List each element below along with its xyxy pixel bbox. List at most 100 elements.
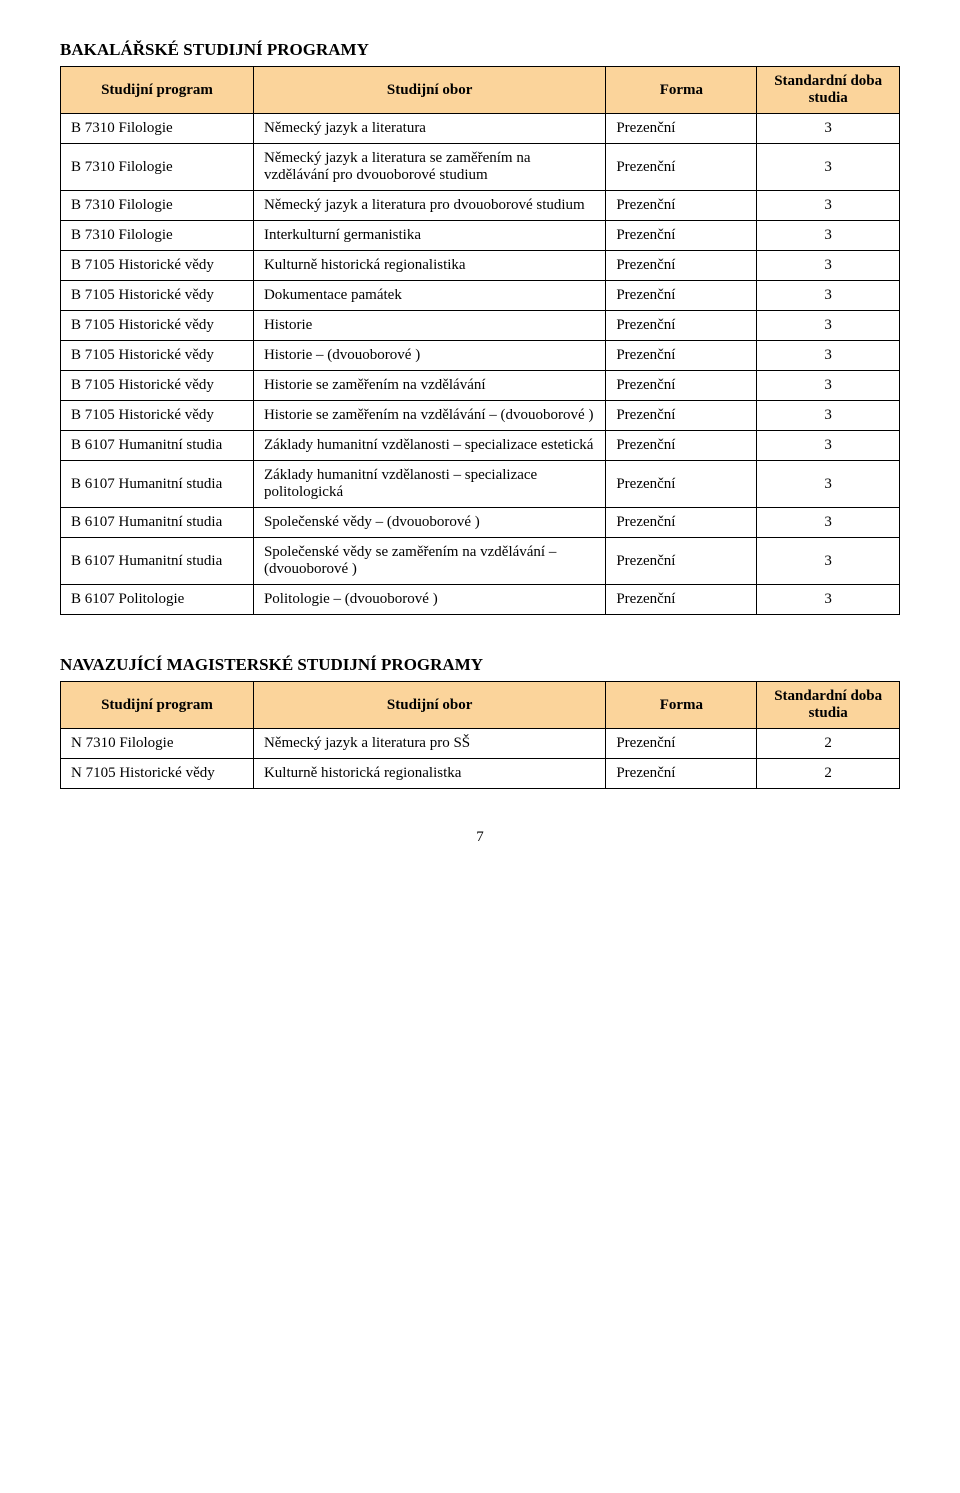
col-header-obor: Studijní obor — [253, 67, 605, 114]
table-row: B 7310 FilologieInterkulturní germanisti… — [61, 221, 900, 251]
cell-forma: Prezenční — [606, 431, 757, 461]
page-number: 7 — [60, 829, 900, 846]
cell-doba: 2 — [757, 759, 900, 789]
cell-program: B 7105 Historické vědy — [61, 371, 254, 401]
table-row: B 7310 FilologieNěmecký jazyk a literatu… — [61, 144, 900, 191]
cell-obor: Historie – (dvouoborové ) — [253, 341, 605, 371]
col-header-doba: Standardní doba studia — [757, 682, 900, 729]
cell-obor: Politologie – (dvouoborové ) — [253, 585, 605, 615]
col-header-forma: Forma — [606, 67, 757, 114]
table-row: B 7310 FilologieNěmecký jazyk a literatu… — [61, 114, 900, 144]
table-row: N 7105 Historické vědyKulturně historick… — [61, 759, 900, 789]
cell-obor: Kulturně historická regionalistika — [253, 251, 605, 281]
cell-program: B 7105 Historické vědy — [61, 281, 254, 311]
cell-doba: 3 — [757, 311, 900, 341]
cell-obor: Historie — [253, 311, 605, 341]
section2-title: NAVAZUJÍCÍ MAGISTERSKÉ STUDIJNÍ PROGRAMY — [60, 655, 900, 675]
cell-doba: 3 — [757, 508, 900, 538]
cell-forma: Prezenční — [606, 144, 757, 191]
cell-obor: Základy humanitní vzdělanosti – speciali… — [253, 431, 605, 461]
cell-program: B 6107 Politologie — [61, 585, 254, 615]
table-row: B 6107 Humanitní studiaZáklady humanitní… — [61, 461, 900, 508]
cell-program: B 6107 Humanitní studia — [61, 538, 254, 585]
cell-doba: 3 — [757, 401, 900, 431]
table-row: B 7105 Historické vědyHistorie – (dvouob… — [61, 341, 900, 371]
cell-program: N 7310 Filologie — [61, 729, 254, 759]
cell-forma: Prezenční — [606, 114, 757, 144]
cell-doba: 3 — [757, 144, 900, 191]
cell-forma: Prezenční — [606, 341, 757, 371]
cell-program: B 7310 Filologie — [61, 191, 254, 221]
cell-program: B 7105 Historické vědy — [61, 251, 254, 281]
table-row: B 6107 Humanitní studiaSpolečenské vědy … — [61, 508, 900, 538]
cell-forma: Prezenční — [606, 759, 757, 789]
cell-doba: 3 — [757, 251, 900, 281]
cell-obor: Historie se zaměřením na vzdělávání — [253, 371, 605, 401]
cell-doba: 3 — [757, 191, 900, 221]
col-header-doba: Standardní doba studia — [757, 67, 900, 114]
cell-doba: 3 — [757, 341, 900, 371]
table-row: B 7105 Historické vědyHistorie se zaměře… — [61, 401, 900, 431]
cell-forma: Prezenční — [606, 729, 757, 759]
section2-table: Studijní program Studijní obor Forma Sta… — [60, 681, 900, 789]
cell-forma: Prezenční — [606, 371, 757, 401]
cell-forma: Prezenční — [606, 191, 757, 221]
col-header-program: Studijní program — [61, 67, 254, 114]
cell-program: B 6107 Humanitní studia — [61, 461, 254, 508]
section1-title: BAKALÁŘSKÉ STUDIJNÍ PROGRAMY — [60, 40, 900, 60]
table-row: B 6107 Humanitní studiaSpolečenské vědy … — [61, 538, 900, 585]
table-row: B 7105 Historické vědyDokumentace památe… — [61, 281, 900, 311]
cell-program: B 7105 Historické vědy — [61, 341, 254, 371]
cell-obor: Základy humanitní vzdělanosti – speciali… — [253, 461, 605, 508]
cell-program: B 7105 Historické vědy — [61, 401, 254, 431]
cell-doba: 3 — [757, 431, 900, 461]
section1-tbody: B 7310 FilologieNěmecký jazyk a literatu… — [61, 114, 900, 615]
cell-forma: Prezenční — [606, 281, 757, 311]
cell-program: B 7105 Historické vědy — [61, 311, 254, 341]
col-header-program: Studijní program — [61, 682, 254, 729]
cell-forma: Prezenční — [606, 461, 757, 508]
cell-program: B 7310 Filologie — [61, 114, 254, 144]
table-row: B 7105 Historické vědyHistorie se zaměře… — [61, 371, 900, 401]
cell-doba: 3 — [757, 538, 900, 585]
cell-forma: Prezenční — [606, 585, 757, 615]
cell-program: N 7105 Historické vědy — [61, 759, 254, 789]
section2-tbody: N 7310 FilologieNěmecký jazyk a literatu… — [61, 729, 900, 789]
cell-obor: Historie se zaměřením na vzdělávání – (d… — [253, 401, 605, 431]
cell-obor: Německý jazyk a literatura pro dvouoboro… — [253, 191, 605, 221]
cell-forma: Prezenční — [606, 221, 757, 251]
cell-obor: Německý jazyk a literatura se zaměřením … — [253, 144, 605, 191]
cell-program: B 7310 Filologie — [61, 144, 254, 191]
cell-forma: Prezenční — [606, 401, 757, 431]
cell-doba: 3 — [757, 221, 900, 251]
cell-doba: 3 — [757, 371, 900, 401]
cell-obor: Německý jazyk a literatura — [253, 114, 605, 144]
cell-obor: Německý jazyk a literatura pro SŠ — [253, 729, 605, 759]
cell-obor: Kulturně historická regionalistka — [253, 759, 605, 789]
cell-program: B 6107 Humanitní studia — [61, 431, 254, 461]
table-row: B 6107 PolitologiePolitologie – (dvouobo… — [61, 585, 900, 615]
table-row: B 6107 Humanitní studiaZáklady humanitní… — [61, 431, 900, 461]
cell-doba: 3 — [757, 281, 900, 311]
cell-program: B 7310 Filologie — [61, 221, 254, 251]
table-row: N 7310 FilologieNěmecký jazyk a literatu… — [61, 729, 900, 759]
cell-program: B 6107 Humanitní studia — [61, 508, 254, 538]
cell-doba: 3 — [757, 461, 900, 508]
table-header-row: Studijní program Studijní obor Forma Sta… — [61, 67, 900, 114]
cell-forma: Prezenční — [606, 251, 757, 281]
col-header-forma: Forma — [606, 682, 757, 729]
table-row: B 7105 Historické vědyKulturně historick… — [61, 251, 900, 281]
cell-forma: Prezenční — [606, 538, 757, 585]
cell-doba: 3 — [757, 114, 900, 144]
cell-forma: Prezenční — [606, 311, 757, 341]
cell-forma: Prezenční — [606, 508, 757, 538]
cell-doba: 2 — [757, 729, 900, 759]
cell-obor: Společenské vědy se zaměřením na vzděláv… — [253, 538, 605, 585]
section1-table: Studijní program Studijní obor Forma Sta… — [60, 66, 900, 615]
col-header-obor: Studijní obor — [253, 682, 605, 729]
cell-obor: Dokumentace památek — [253, 281, 605, 311]
table-row: B 7105 Historické vědyHistoriePrezenční3 — [61, 311, 900, 341]
cell-obor: Interkulturní germanistika — [253, 221, 605, 251]
cell-doba: 3 — [757, 585, 900, 615]
cell-obor: Společenské vědy – (dvouoborové ) — [253, 508, 605, 538]
